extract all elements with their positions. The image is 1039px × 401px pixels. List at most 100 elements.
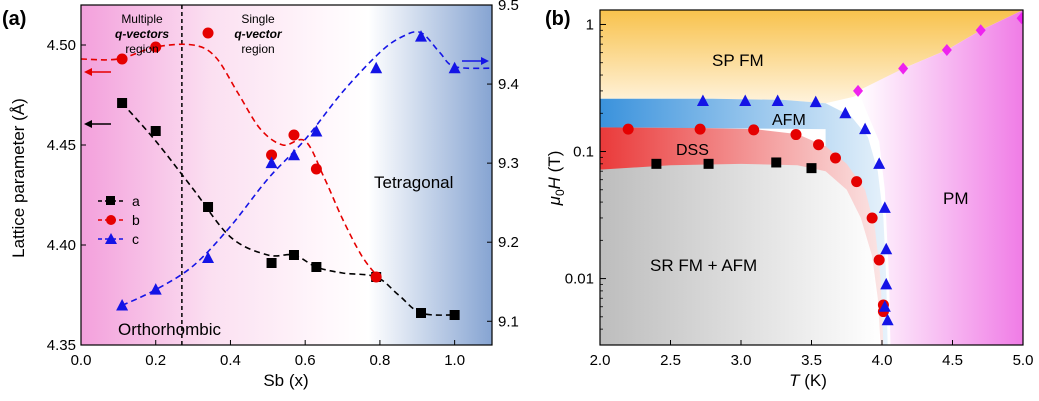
legend-item-c: c [98, 231, 139, 247]
x-axis-ticks: 0.0 0.2 0.4 0.6 0.8 1.0 [71, 340, 465, 369]
trend-line-c [121, 30, 493, 307]
point-b1-3 [790, 129, 802, 141]
b-y-tick-label-1: 0.1 [573, 144, 594, 161]
point-c-0 [116, 298, 129, 311]
b-x-tick-label-6: 5.0 [1013, 352, 1034, 369]
point-c-8 [448, 61, 461, 74]
x-axis-label-b-var: T [789, 371, 801, 390]
point-b3-0 [853, 84, 864, 97]
point-b1-6 [851, 176, 863, 188]
single-region-label-2: q-vector [234, 27, 283, 41]
point-a-4 [288, 250, 299, 260]
legend-item-a: a [98, 193, 140, 209]
x-tick-label-4: 0.8 [369, 352, 390, 369]
point-c-4 [287, 148, 300, 161]
y-axis-ticks-b: 0.01 0.1 1 [565, 16, 606, 346]
point-b2-7 [878, 201, 891, 213]
legend-label-b: b [132, 212, 140, 228]
y-tick-label-3: 4.50 [47, 37, 76, 54]
point-c-7 [415, 30, 428, 42]
point-b2-8 [880, 242, 893, 255]
y-tick-label-2: 4.45 [47, 137, 76, 154]
legend-label-a: a [132, 193, 140, 209]
point-a-0 [117, 98, 128, 108]
y-axis-label: Lattice parameter (Å) [9, 98, 28, 258]
point-b0-0 [651, 158, 662, 169]
point-b-4 [288, 129, 300, 141]
point-a-3 [266, 258, 277, 268]
y2-tick-label-4: 9.5 [498, 0, 519, 14]
panel-a-background [81, 5, 492, 345]
point-b3-1 [898, 62, 909, 75]
x-tick-label-5: 1.0 [444, 352, 465, 369]
x-tick-label-0: 0.0 [71, 352, 92, 369]
panel-a-label: (a) [2, 8, 26, 30]
point-c-6 [370, 61, 383, 74]
trend-path-c [121, 30, 493, 307]
point-a-1 [150, 126, 161, 136]
point-b3-3 [975, 24, 986, 37]
multi-region-label-3: region [125, 42, 158, 56]
y-axis-label-b-mu: μ [545, 195, 564, 206]
y-axis-right-ticks: 9.1 9.2 9.3 9.4 9.5 [487, 0, 519, 330]
afm-label: AFM [772, 112, 806, 129]
x-tick-label-2: 0.4 [220, 352, 241, 369]
sp-fm-label: SP FM [712, 51, 764, 70]
point-b2-11 [881, 313, 894, 326]
point-b2-2 [771, 94, 784, 106]
pm-label: PM [943, 189, 969, 208]
point-b2-1 [739, 94, 752, 106]
region-sr-fm-afm [600, 163, 881, 345]
b-x-tick-label-4: 4.0 [872, 352, 893, 369]
y-axis-label-b: μ0H (T) [545, 151, 567, 207]
x-axis-label-b: T (K) [789, 371, 827, 390]
point-b-2 [202, 27, 214, 39]
b-x-tick-label-1: 2.5 [660, 352, 681, 369]
panel-a-frame [80, 4, 493, 346]
y-tick-label-1: 4.40 [47, 237, 76, 254]
point-b1-7 [866, 212, 878, 224]
left-axis-arrow-a [84, 120, 111, 128]
point-b1-1 [694, 123, 706, 135]
point-b2-6 [873, 157, 886, 169]
trend-line-b [80, 43, 377, 276]
x-tick-label-3: 0.6 [295, 352, 316, 369]
y-tick-label-0: 4.35 [47, 337, 76, 354]
y-axis-label-b-h: H [545, 176, 564, 189]
multi-region-label-1: Multiple [121, 12, 163, 26]
point-a-8 [449, 310, 460, 320]
single-region-label-3: region [241, 42, 274, 56]
x-axis-label: Sb (x) [263, 371, 308, 390]
point-b0-2 [771, 157, 782, 168]
point-b2-5 [859, 122, 872, 135]
single-region-label-1: Single [241, 12, 275, 26]
point-c-3 [265, 156, 278, 169]
y2-tick-label-3: 9.4 [498, 76, 519, 93]
b-x-tick-label-3: 3.5 [801, 352, 822, 369]
left-axis-arrow-b [84, 68, 111, 76]
point-b-0 [116, 53, 128, 65]
tetragonal-label: Tetragonal [374, 173, 453, 192]
point-b1-0 [622, 123, 634, 135]
panel-b: (b) SP FM AFM DSS PM SR FM + AFM 2.0 2.5 3… [545, 8, 1033, 390]
y2-tick-label-1: 9.2 [498, 234, 519, 251]
y-axis-label-b-sub: 0 [553, 189, 567, 196]
panel-b-label: (b) [545, 8, 571, 30]
b-x-tick-label-5: 4.5 [942, 352, 963, 369]
legend-label-c: c [132, 231, 139, 247]
x-axis-ticks-b: 2.0 2.5 3.0 3.5 4.0 4.5 5.0 [590, 340, 1034, 369]
right-axis-arrow-c [462, 57, 489, 65]
point-b1-8 [873, 254, 885, 266]
point-b1-2 [748, 124, 760, 136]
point-b3-2 [941, 43, 952, 56]
b-y-tick-label-2: 1 [586, 16, 594, 33]
b-x-tick-label-2: 3.0 [731, 352, 752, 369]
point-b-3 [266, 149, 278, 161]
point-c-1 [149, 283, 162, 295]
y-axis-label-b-unit: (T) [545, 151, 564, 177]
multi-region-label-2: q-vectors [115, 27, 169, 41]
point-b0-1 [703, 158, 714, 169]
point-b0-3 [806, 163, 817, 174]
point-b2-0 [696, 94, 709, 106]
